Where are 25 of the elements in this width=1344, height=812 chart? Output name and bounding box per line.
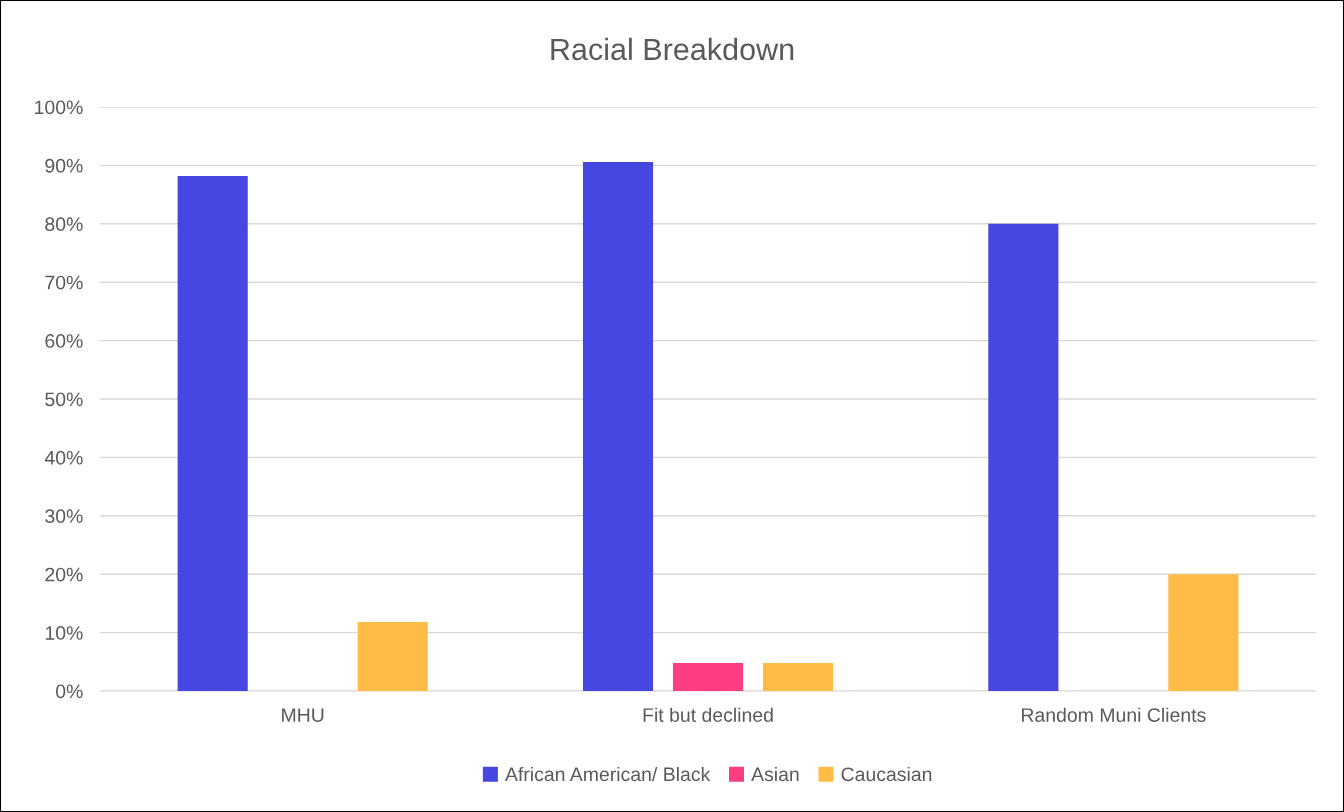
bar [1168,574,1239,691]
legend-label: Asian [751,766,799,782]
bar [672,662,744,691]
bar [988,223,1059,691]
x-tick-label: Fit but declined [643,707,773,722]
bar [582,161,654,691]
y-tick-label: 10% [45,626,83,640]
y-tick-label: 90% [45,158,83,173]
y-tick-label: 20% [45,567,83,582]
bar [177,175,248,691]
y-tick-label: 60% [45,334,83,348]
bar [357,622,428,691]
y-tick-label: 70% [45,275,83,290]
legend-label: African American/ Black [504,766,711,782]
chart-title: Racial Breakdown [551,37,794,61]
y-tick-label: 0% [55,684,83,699]
legend-label: Caucasian [841,766,932,782]
y-tick-label: 100% [35,100,83,115]
x-tick-label: Random Muni Clients [1021,707,1206,722]
y-tick-label: 30% [45,509,83,524]
x-tick-label: MHU [282,708,324,722]
bar [762,662,834,691]
y-tick-label: 50% [45,392,83,407]
y-tick-label: 40% [44,450,83,465]
y-tick-label: 80% [45,217,83,232]
